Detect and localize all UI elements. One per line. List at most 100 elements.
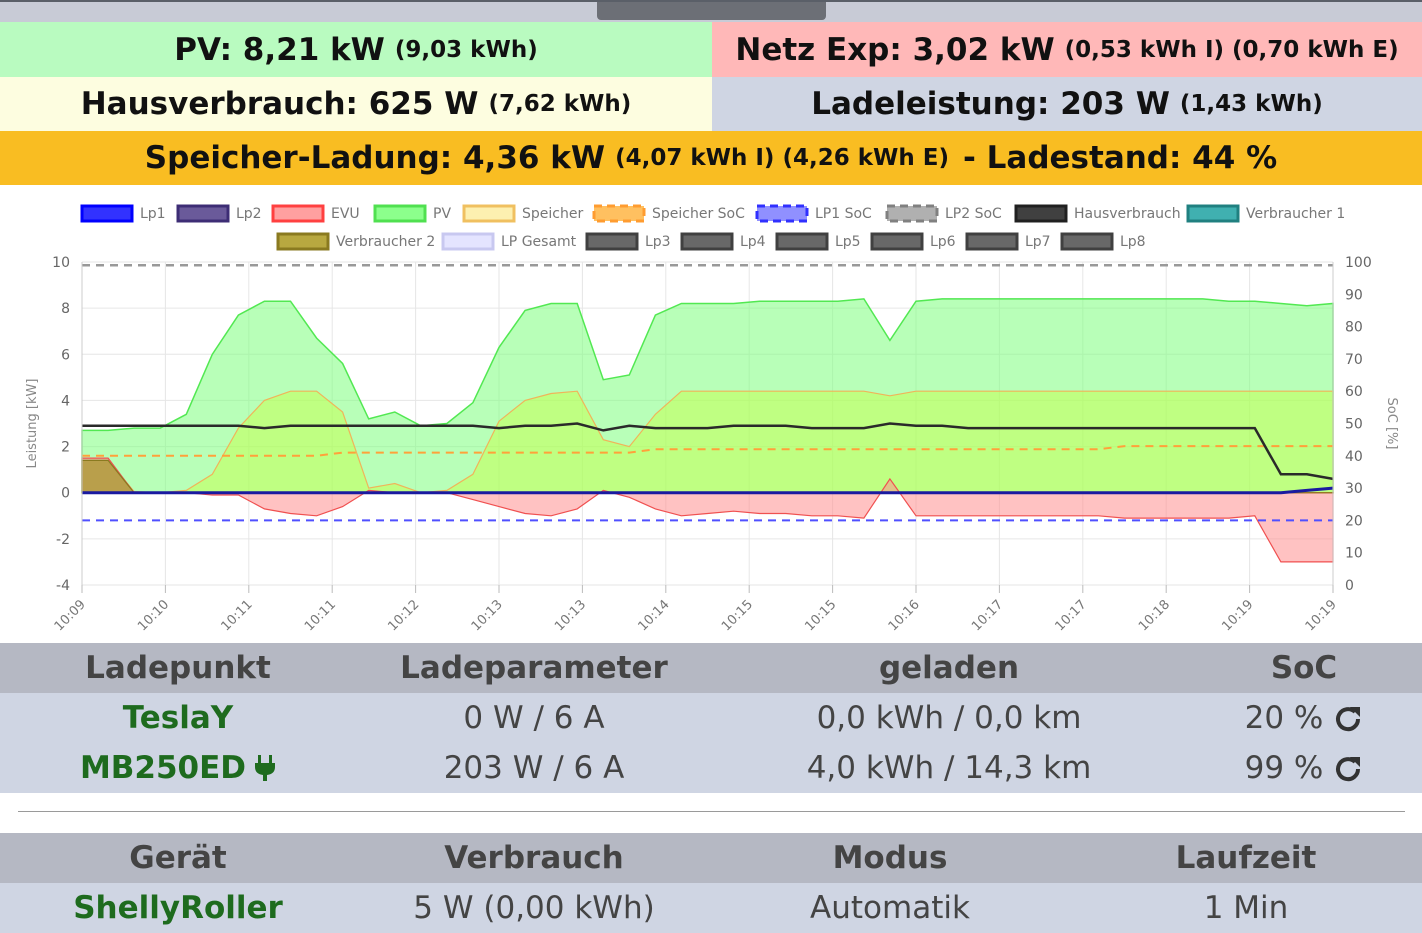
geraete-table: Gerät Verbrauch Modus Laufzeit ShellyRol… xyxy=(0,833,1422,933)
legend-swatch xyxy=(80,204,134,223)
section-divider xyxy=(18,811,1405,812)
y2-tick-label: 60 xyxy=(1345,384,1363,400)
x-tick-label: 10:17 xyxy=(969,597,1006,634)
x-tick-label: 10:09 xyxy=(52,597,89,634)
ladepunkt-name[interactable]: TeslaY xyxy=(122,700,234,736)
laufzeit-value: 1 Min xyxy=(1203,890,1289,926)
y2-tick-label: 50 xyxy=(1345,417,1363,433)
y2-tick-label: 30 xyxy=(1345,481,1363,497)
geraete-header-row: Gerät Verbrauch Modus Laufzeit xyxy=(0,833,1422,883)
legend-swatch xyxy=(585,232,639,251)
y-tick-label: 8 xyxy=(61,301,70,317)
y-axis-title: Leistung [kW] xyxy=(25,379,40,469)
legend-label: EVU xyxy=(331,206,360,222)
header-ladeparameter: Ladeparameter xyxy=(400,650,668,686)
y2-tick-label: 40 xyxy=(1345,449,1363,465)
legend-label: Lp4 xyxy=(740,234,766,250)
y2-tick-label: 0 xyxy=(1345,578,1354,594)
legend-label: Verbraucher 1 xyxy=(1246,206,1345,222)
header-soc: SoC xyxy=(1270,650,1338,686)
header-modus: Modus xyxy=(832,840,948,876)
x-tick-label: 10:15 xyxy=(719,597,756,634)
legend-label: LP2 SoC xyxy=(945,206,1002,222)
y2-tick-label: 80 xyxy=(1345,320,1363,336)
y2-tick-label: 20 xyxy=(1345,513,1363,529)
x-tick-label: 10:11 xyxy=(302,597,339,634)
table-row: ShellyRoller 5 W (0,00 kWh) Automatik 1 … xyxy=(0,883,1422,933)
soc-value: 20 % xyxy=(1244,700,1324,736)
series-line-speicher-soc xyxy=(82,445,1333,457)
legend-swatch xyxy=(176,204,230,223)
x-tick-label: 10:15 xyxy=(802,597,839,634)
x-tick-label: 10:11 xyxy=(219,597,256,634)
legend-swatch xyxy=(462,204,516,223)
x-tick-label: 10:13 xyxy=(469,597,506,634)
lade-energy: (1,43 kWh) xyxy=(1179,91,1323,117)
series-area-speicher xyxy=(81,390,1334,494)
series-line-lp1 xyxy=(82,486,1334,495)
legend-label: LP1 SoC xyxy=(815,206,872,222)
plug-icon xyxy=(255,755,276,781)
header-laufzeit: Laufzeit xyxy=(1175,840,1317,876)
haus-power: Hausverbrauch: 625 W xyxy=(80,86,479,122)
legend-swatch xyxy=(885,204,939,223)
y2-tick-label: 70 xyxy=(1345,352,1363,368)
geraet-name[interactable]: ShellyRoller xyxy=(73,890,283,926)
y2-tick-label: 90 xyxy=(1345,287,1363,303)
table-row: TeslaY 0 W / 6 A 0,0 kWh / 0,0 km 20 % xyxy=(0,693,1422,743)
series-line-hausverbrauch xyxy=(82,422,1334,481)
pv-power: PV: 8,21 kW xyxy=(174,31,385,68)
x-tick-label: 10:12 xyxy=(385,597,422,634)
speicher-tile: Speicher-Ladung: 4,36 kW (4,07 kWh I) (4… xyxy=(0,131,1422,185)
y-tick-label: 4 xyxy=(61,393,70,409)
header-geladen: geladen xyxy=(878,650,1020,686)
refresh-icon[interactable] xyxy=(1333,703,1363,733)
refresh-icon[interactable] xyxy=(1333,753,1363,783)
legend-swatch xyxy=(680,232,734,251)
legend-swatch xyxy=(276,232,330,251)
series-area-evu xyxy=(81,457,1334,563)
ladepunkt-name-cell[interactable]: MB250ED xyxy=(0,743,356,793)
chart-series xyxy=(81,263,1334,563)
legend-label: Speicher xyxy=(522,206,583,222)
legend-swatch xyxy=(441,232,495,251)
legend-label: Lp6 xyxy=(930,234,956,250)
x-tick-label: 10:19 xyxy=(1219,597,1256,634)
y2-tick-label: 100 xyxy=(1345,255,1372,271)
soc-cell: 99 % xyxy=(1186,743,1422,793)
netz-tile: Netz Exp: 3,02 kW (0,53 kWh I) (0,70 kWh… xyxy=(712,22,1422,77)
geladen-value: 0,0 kWh / 0,0 km xyxy=(816,700,1082,736)
legend-swatch xyxy=(1186,204,1240,223)
legend-label: Lp5 xyxy=(835,234,861,250)
x-tick-label: 10:18 xyxy=(1136,597,1173,634)
netz-energy: (0,53 kWh I) (0,70 kWh E) xyxy=(1064,36,1399,63)
speicher-energy: (4,07 kWh I) (4,26 kWh E) xyxy=(615,145,949,171)
legend-label: Lp1 xyxy=(140,206,166,222)
y2-axis-title: SoC [%] xyxy=(1384,398,1399,450)
series-area-pv xyxy=(81,298,1334,494)
ladepunkt-table: Ladepunkt Ladeparameter geladen SoC Tesl… xyxy=(0,643,1422,793)
haus-energy: (7,62 kWh) xyxy=(488,91,632,117)
lade-power: Ladeleistung: 203 W xyxy=(811,86,1170,122)
legend-swatch xyxy=(592,204,646,223)
legend-swatch xyxy=(373,204,427,223)
x-tick-label: 10:10 xyxy=(135,597,172,634)
legend-label: Lp8 xyxy=(1120,234,1146,250)
modus-value[interactable]: Automatik xyxy=(810,890,970,926)
y2-tick-label: 10 xyxy=(1345,546,1363,562)
header-verbrauch: Verbrauch xyxy=(444,840,624,876)
legend-label: LP Gesamt xyxy=(501,234,577,250)
legend-label: PV xyxy=(433,206,451,222)
drawer-handle[interactable] xyxy=(597,2,826,20)
y-tick-label: -4 xyxy=(56,578,70,594)
legend-label: Lp7 xyxy=(1025,234,1051,250)
y-tick-label: -2 xyxy=(56,532,70,548)
power-chart: Lp1 Lp2 EVU PV Speicher Speicher SoC LP1 SoC LP… xyxy=(0,185,1422,643)
speicher-power: Speicher-Ladung: 4,36 kW xyxy=(144,140,606,176)
x-tick-label: 10:14 xyxy=(636,597,673,634)
verbrauch-value: 5 W (0,00 kWh) xyxy=(413,890,655,926)
hausverbrauch-tile: Hausverbrauch: 625 W (7,62 kWh) xyxy=(0,77,712,131)
y-tick-label: 0 xyxy=(61,486,70,502)
table-row: MB250ED 203 W / 6 A 4,0 kWh / 14,3 km 99… xyxy=(0,743,1422,793)
legend-swatch xyxy=(755,204,809,223)
